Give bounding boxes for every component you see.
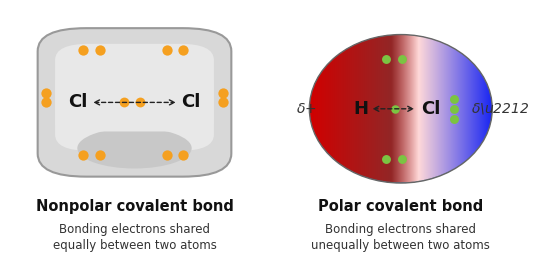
Point xyxy=(95,153,104,157)
Point xyxy=(179,48,187,52)
Point xyxy=(95,48,104,52)
Text: Bonding electrons shared: Bonding electrons shared xyxy=(59,223,210,236)
Text: Nonpolar covalent bond: Nonpolar covalent bond xyxy=(36,199,233,214)
Text: $\delta$\u2212: $\delta$\u2212 xyxy=(471,101,529,116)
Text: Cl: Cl xyxy=(421,100,440,118)
Text: H: H xyxy=(353,100,368,118)
Text: Cl: Cl xyxy=(68,93,88,111)
Point xyxy=(219,91,228,95)
Point xyxy=(398,157,407,161)
Point xyxy=(41,100,50,104)
Point xyxy=(382,57,391,61)
Point xyxy=(382,157,391,161)
Point xyxy=(136,100,144,104)
FancyBboxPatch shape xyxy=(55,73,214,132)
Point xyxy=(391,107,400,111)
FancyBboxPatch shape xyxy=(38,28,231,177)
Text: Polar covalent bond: Polar covalent bond xyxy=(318,199,484,214)
Point xyxy=(162,48,171,52)
Point xyxy=(449,97,458,101)
Point xyxy=(449,107,458,111)
Point xyxy=(79,153,88,157)
Point xyxy=(41,91,50,95)
Ellipse shape xyxy=(309,35,492,183)
Point xyxy=(179,153,187,157)
FancyBboxPatch shape xyxy=(55,44,214,151)
Text: equally between two atoms: equally between two atoms xyxy=(53,239,216,252)
Text: Cl: Cl xyxy=(181,93,201,111)
Point xyxy=(219,100,228,104)
Point xyxy=(119,100,128,104)
Text: unequally between two atoms: unequally between two atoms xyxy=(312,239,490,252)
Text: $\delta$+: $\delta$+ xyxy=(296,102,317,116)
Point xyxy=(79,48,88,52)
Text: Bonding electrons shared: Bonding electrons shared xyxy=(325,223,476,236)
Point xyxy=(398,57,407,61)
Point xyxy=(162,153,171,157)
Point xyxy=(449,117,458,121)
Ellipse shape xyxy=(77,128,192,168)
